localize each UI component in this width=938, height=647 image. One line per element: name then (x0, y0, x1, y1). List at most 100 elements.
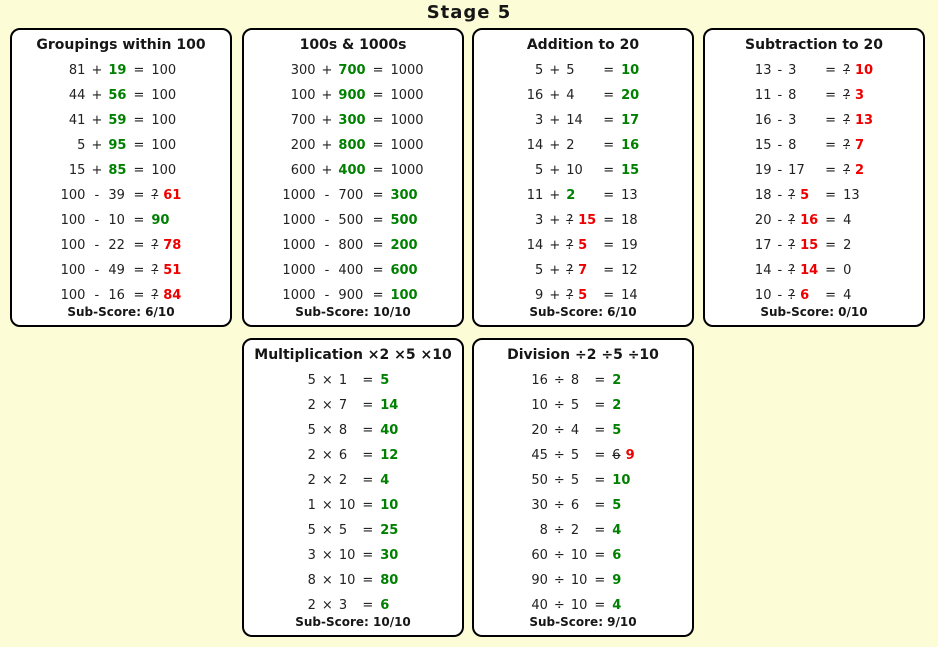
equals-sign: = (362, 473, 374, 488)
answer: 20 (617, 83, 643, 108)
panel-100s-1000s: 100s & 1000s 300 +700 = 1000 100 +900 = 1000 700 +… (242, 28, 464, 327)
answer: 13 (839, 183, 877, 208)
operand-b: ? 15 (562, 208, 600, 233)
equation-row: 8 × 10 = 80 (304, 568, 403, 593)
answer: 10 (617, 58, 643, 83)
given-number: 3 (788, 113, 797, 128)
struck-out-answer: ? (843, 138, 850, 153)
operand-a: 1000 (282, 188, 316, 203)
equations-table: 16 ÷ 8 = 2 10 ÷ 5 = 2 20 ÷ 4 = 5 45 ÷ 5 = 6 9 50 ÷ 5 = 10 30 ÷ 6 = 5 8 ÷… (527, 368, 638, 618)
operator: × (321, 373, 333, 388)
panel-title: Multiplication ×2 ×5 ×10 (254, 347, 452, 363)
equation-row: 81 +19 = 100 (57, 58, 186, 83)
correct-answer: 6 (612, 548, 622, 563)
equals-sign: = (594, 373, 606, 388)
correct-answer: 200 (390, 238, 418, 253)
given-number: 8 (570, 373, 580, 388)
equals-sign: = (825, 63, 837, 78)
equals-sign: = (133, 238, 145, 253)
equation-row: 1000-500 = 500 (278, 208, 427, 233)
operand-b: 39 (104, 183, 130, 208)
struck-out-answer: ? (843, 88, 850, 103)
operator: - (777, 138, 783, 153)
equals-sign: = (372, 113, 384, 128)
operator: × (321, 398, 333, 413)
given-number: 4 (843, 213, 852, 228)
operand-a: 44 (68, 88, 86, 103)
operand-a: 8 (307, 573, 316, 588)
operand-a: 300 (290, 63, 316, 78)
operand-b: ? 7 (562, 258, 600, 283)
given-number: 5 (570, 398, 580, 413)
correct-answer: 400 (338, 163, 366, 178)
given-number: 12 (621, 263, 638, 278)
answer: ? 2 (839, 158, 877, 183)
correct-answer: 10 (612, 473, 631, 488)
equals-sign: = (133, 113, 145, 128)
equals-sign: = (594, 473, 606, 488)
given-number: 10 (338, 548, 356, 563)
operator: + (549, 288, 561, 303)
subscore-label: Sub-Score: 10/10 (295, 615, 411, 629)
operand-a: 14 (526, 138, 544, 153)
operand-b: 10 (335, 568, 360, 593)
operand-a: 5 (77, 138, 86, 153)
equals-sign: = (372, 163, 384, 178)
operator: ÷ (553, 548, 565, 563)
answer: 4 (608, 518, 638, 543)
equals-sign: = (133, 63, 145, 78)
equals-sign: = (362, 398, 374, 413)
revealed-answer: 61 (163, 188, 182, 203)
correct-answer: 95 (108, 138, 127, 153)
answer: 1000 (386, 158, 427, 183)
answer: 30 (376, 543, 402, 568)
answer: 1000 (386, 108, 427, 133)
answer: 6 (376, 593, 402, 618)
equation-row: 10-? 6 = 4 (751, 283, 877, 308)
answer: 15 (617, 158, 643, 183)
equation-row: 16 +4 = 20 (523, 83, 643, 108)
operator: × (321, 523, 333, 538)
answer: 600 (386, 258, 427, 283)
equals-sign: = (133, 163, 145, 178)
operand-a: 14 (754, 263, 772, 278)
struck-out-answer: ? (843, 113, 850, 128)
operand-b: 900 (334, 83, 369, 108)
equation-row: 40 ÷ 10 = 4 (527, 593, 638, 618)
operator: + (549, 213, 561, 228)
equation-row: 5 +10 = 15 (523, 158, 643, 183)
equation-row: 20-? 16 = 4 (751, 208, 877, 233)
given-number: 10 (338, 498, 356, 513)
operand-b: 17 (784, 158, 822, 183)
operand-a: 100 (60, 238, 86, 253)
operator: - (777, 288, 783, 303)
operand-a: 20 (531, 423, 548, 438)
given-number: 6 (338, 448, 348, 463)
operand-b: 8 (567, 368, 592, 393)
struck-out-answer: 6 (612, 448, 621, 463)
given-number: 5 (570, 473, 580, 488)
equals-sign: = (362, 523, 374, 538)
revealed-answer: 9 (625, 448, 635, 463)
operator: ÷ (553, 373, 565, 388)
struck-out-answer: ? (788, 263, 796, 278)
operator: + (549, 163, 561, 178)
operand-b: 2 (567, 518, 592, 543)
given-number: 900 (338, 288, 364, 303)
equation-row: 5 +? 7 = 12 (523, 258, 643, 283)
correct-answer: 4 (380, 473, 390, 488)
equation-row: 5 +95 = 100 (57, 133, 186, 158)
operand-a: 8 (539, 523, 548, 538)
given-number: 100 (151, 138, 177, 153)
correct-answer: 700 (338, 63, 366, 78)
operator: - (324, 213, 330, 228)
equation-row: 100-49 =? 51 (57, 258, 186, 283)
operand-b: 14 (562, 108, 600, 133)
given-number: 19 (621, 238, 638, 253)
panel-division-2-5-10: Division ÷2 ÷5 ÷10 16 ÷ 8 = 2 10 ÷ 5 = 2 20 ÷ 4 = 5 45 ÷ 5… (472, 338, 694, 637)
correct-answer: 2 (612, 398, 622, 413)
operand-b: 800 (334, 233, 369, 258)
revealed-answer: 2 (854, 163, 865, 178)
subscore-label: Sub-Score: 10/10 (295, 305, 411, 319)
given-number: 8 (338, 423, 348, 438)
